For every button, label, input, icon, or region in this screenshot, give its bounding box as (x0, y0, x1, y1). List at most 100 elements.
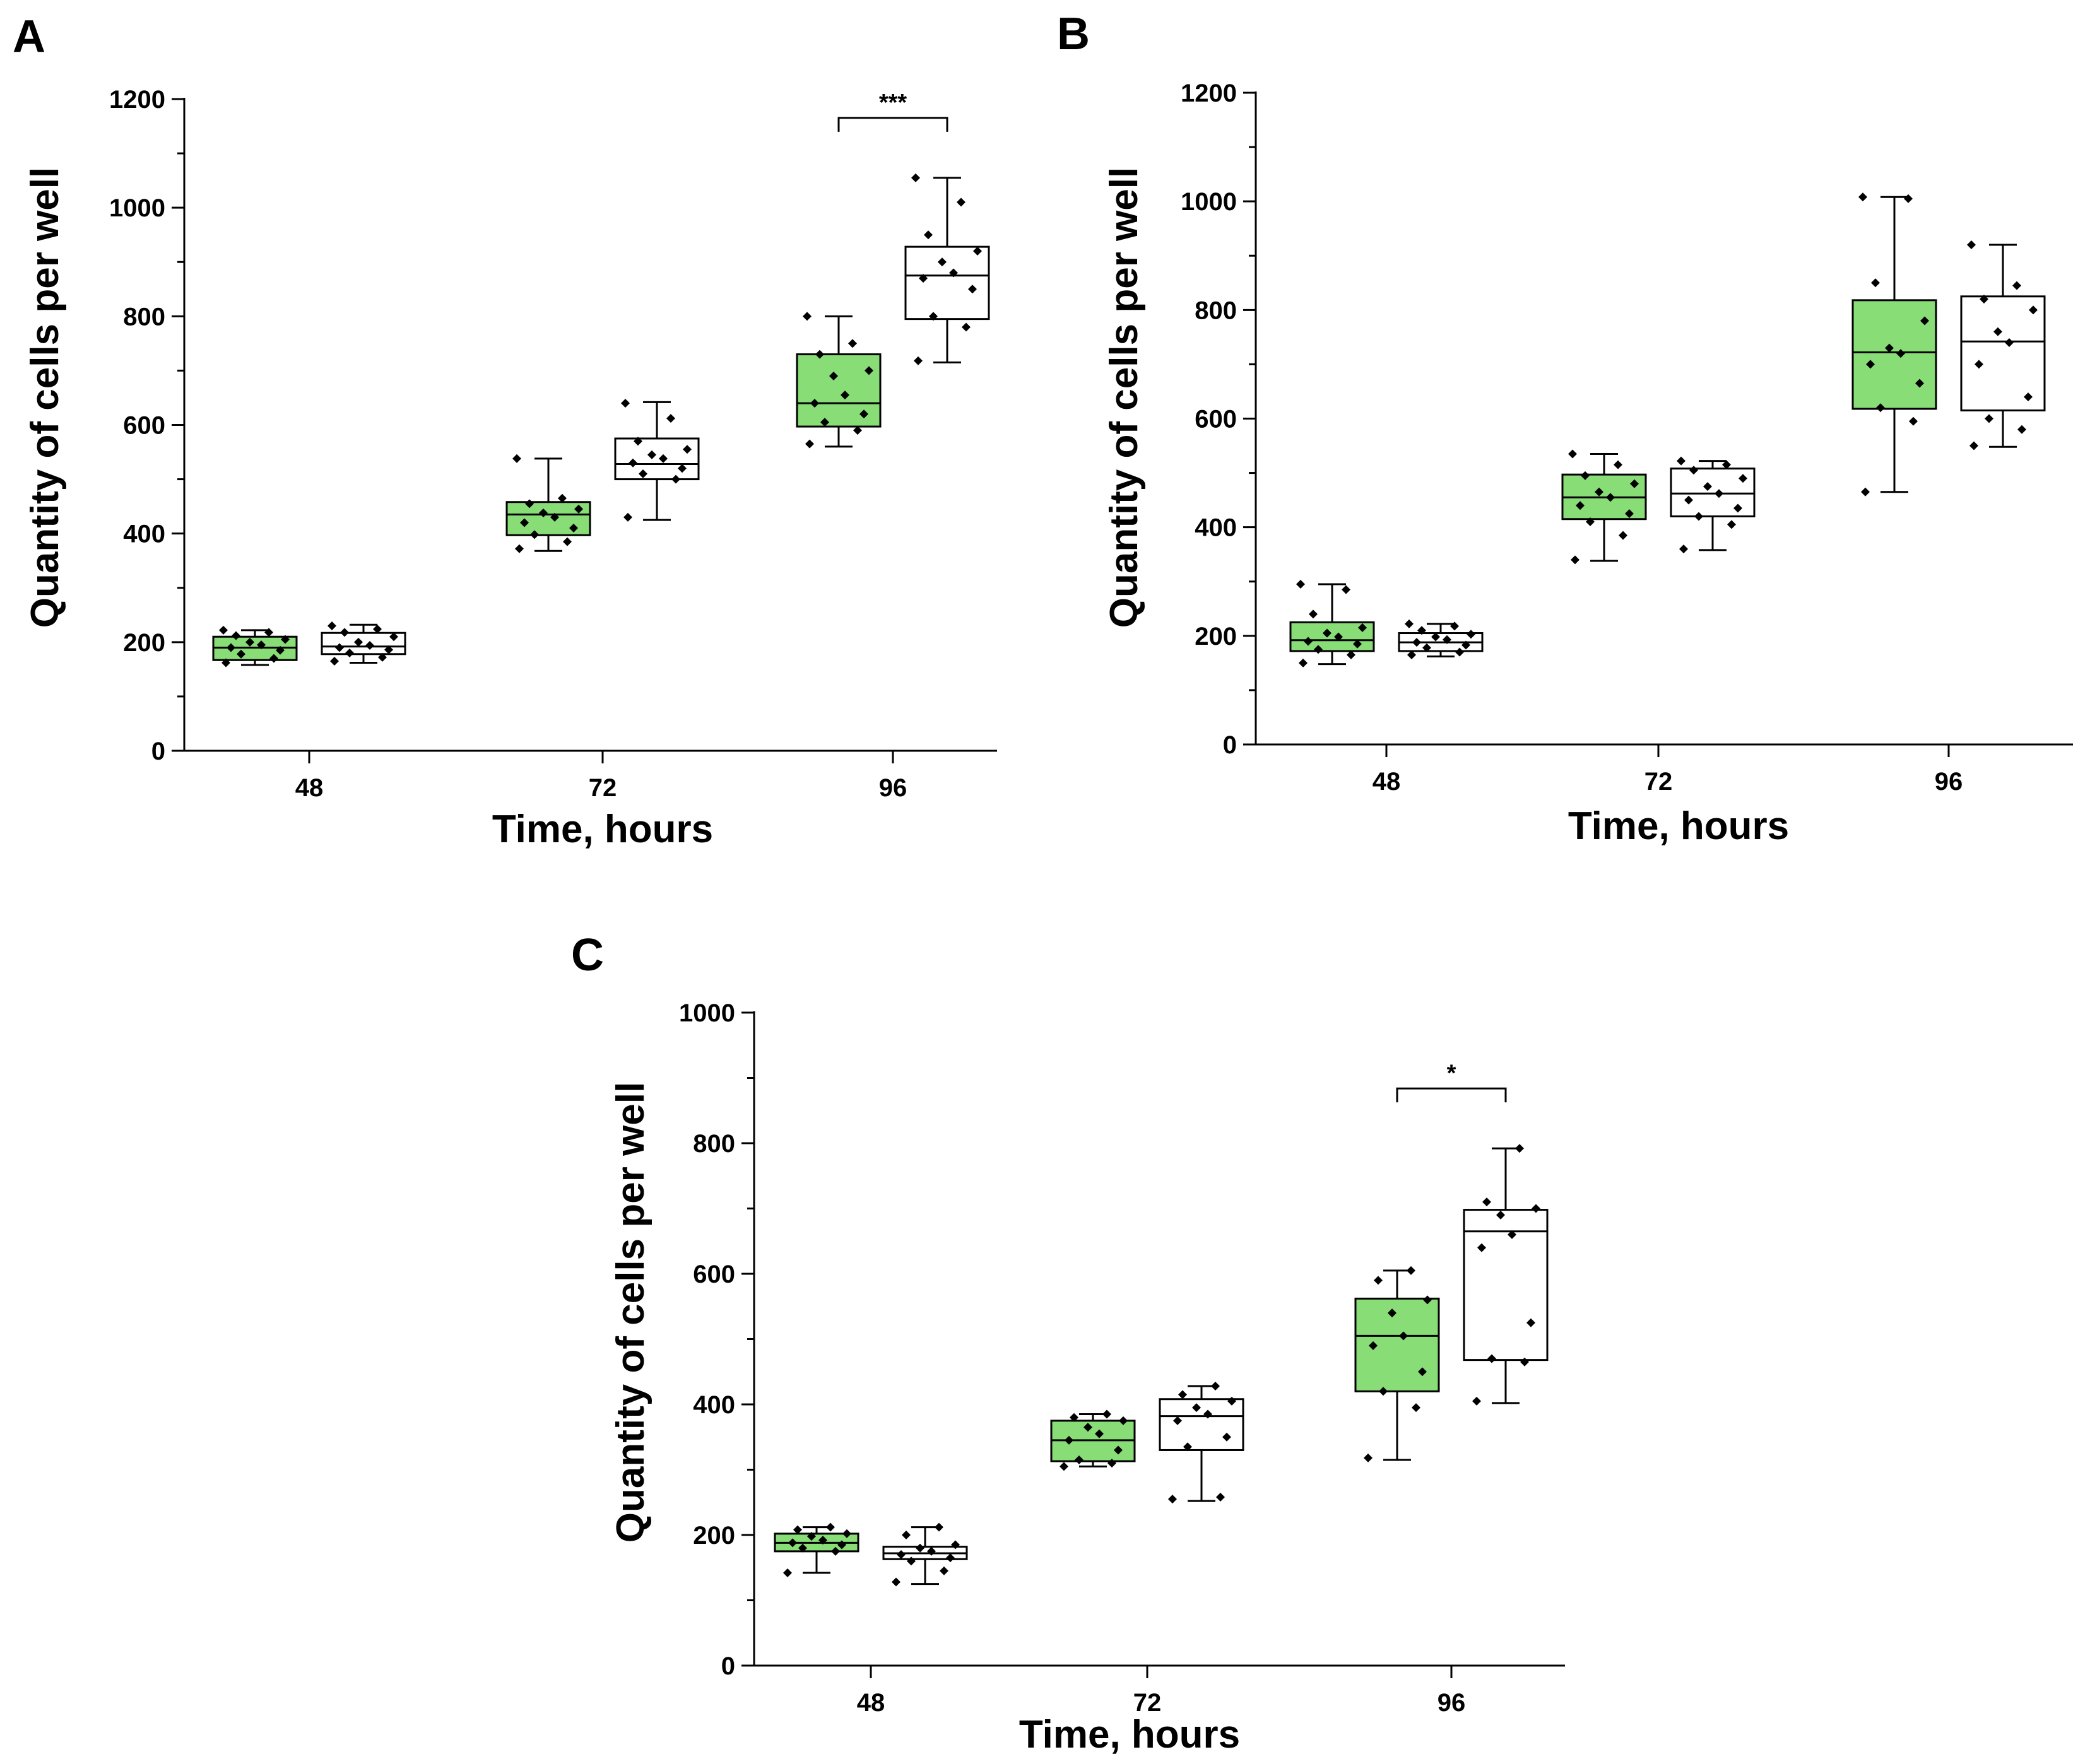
data-point (837, 1540, 846, 1549)
data-point (1192, 1403, 1201, 1413)
panel-c-label: C (571, 930, 604, 980)
data-point (1684, 495, 1693, 505)
data-point (803, 312, 812, 321)
data-point (1412, 1403, 1420, 1413)
data-point (1334, 632, 1343, 642)
iqr-box (1463, 1209, 1549, 1361)
data-point (520, 518, 529, 527)
data-point (919, 274, 928, 283)
data-point (1065, 1435, 1073, 1445)
data-point (1581, 471, 1590, 480)
data-point (1586, 517, 1595, 527)
data-point (2005, 338, 2014, 347)
data-point (951, 1540, 960, 1549)
data-point (558, 493, 567, 503)
data-point (1477, 1243, 1486, 1252)
data-point (842, 1529, 851, 1538)
data-point (1980, 295, 1988, 304)
panel-c-significance-bracket (1396, 1087, 1507, 1103)
panel-a-box-72-green (505, 454, 591, 553)
data-point (815, 350, 824, 359)
data-point (1920, 316, 1929, 326)
data-point (810, 399, 819, 408)
data-point (1299, 658, 1308, 667)
data-point (1472, 1396, 1481, 1406)
data-point (569, 524, 578, 533)
data-point (639, 469, 647, 478)
data-point (245, 637, 254, 647)
data-point (354, 637, 363, 647)
data-point (539, 508, 548, 517)
data-point (328, 621, 336, 631)
data-point (1520, 1357, 1529, 1367)
data-point (1722, 460, 1731, 469)
data-point (1102, 1409, 1111, 1419)
data-point (1909, 416, 1918, 426)
data-point (929, 312, 938, 321)
data-point (1861, 487, 1870, 497)
data-point (1595, 487, 1603, 497)
data-point (1314, 645, 1323, 654)
iqr-box (904, 245, 990, 320)
panel-a-box-48-green (212, 625, 298, 667)
panel-a-label: A (13, 11, 45, 62)
panel-b-y-tick-label: 200 (1195, 623, 1237, 650)
data-point (957, 197, 965, 207)
data-point (1216, 1492, 1225, 1502)
data-point (512, 454, 521, 463)
panel-b-plot: 0 200 400 600 800 1000 1200 48 72 96 (1181, 79, 2073, 796)
data-point (1614, 460, 1622, 469)
data-point (1304, 637, 1313, 646)
data-point (373, 625, 382, 634)
data-point (2017, 425, 2026, 434)
data-point (563, 537, 572, 546)
iqr-box (1851, 299, 1937, 410)
data-point (911, 173, 920, 182)
data-point (1689, 466, 1698, 475)
iqr-box (1354, 1297, 1440, 1392)
iqr-box (1960, 295, 2046, 412)
panel-c-y-tick-label: 1000 (679, 999, 735, 1027)
data-point (276, 645, 285, 655)
panel-c-box-96-green (1354, 1266, 1440, 1462)
panel-c-box-48-green (774, 1522, 859, 1578)
panel-c: C 0 200 400 600 800 1000 48 72 96 * Time, hours Q… (571, 930, 1565, 1756)
data-point (1568, 449, 1577, 459)
panel-b-y-tick-label: 1200 (1181, 79, 1237, 107)
data-point (1431, 632, 1440, 642)
data-point (1487, 1354, 1496, 1363)
data-point (683, 445, 692, 454)
data-point (914, 356, 923, 365)
data-point (1178, 1390, 1187, 1399)
data-point (1571, 555, 1579, 565)
data-point (848, 339, 857, 348)
iqr-box (1159, 1398, 1244, 1451)
data-point (1222, 1432, 1231, 1442)
data-point (1227, 1396, 1236, 1406)
data-point (892, 1577, 900, 1587)
data-point (1379, 1387, 1388, 1396)
panel-c-y-tick-label: 0 (721, 1652, 735, 1680)
data-point (1515, 1144, 1524, 1153)
data-point (1443, 635, 1451, 644)
data-point (1461, 640, 1470, 650)
data-point (1993, 327, 2002, 336)
panel-b-y-tick-label: 0 (1223, 731, 1237, 759)
data-point (1727, 520, 1736, 529)
data-point (1353, 639, 1362, 649)
data-point (515, 544, 524, 553)
panel-c-box-96-white (1463, 1144, 1549, 1406)
data-point (335, 643, 344, 652)
data-point (221, 658, 230, 667)
data-point (1347, 650, 1355, 659)
data-point (1183, 1442, 1192, 1452)
data-point (1388, 1308, 1396, 1318)
data-point (1070, 1413, 1078, 1422)
data-point (1083, 1423, 1092, 1432)
panel-a-significance-bracket (837, 117, 948, 132)
data-point (865, 366, 873, 375)
data-point (1896, 349, 1905, 358)
data-point (1625, 509, 1634, 519)
data-point (1095, 1429, 1104, 1438)
panel-b: B 0 200 400 600 800 1000 1200 48 72 96 Time, hour… (1057, 9, 2073, 848)
